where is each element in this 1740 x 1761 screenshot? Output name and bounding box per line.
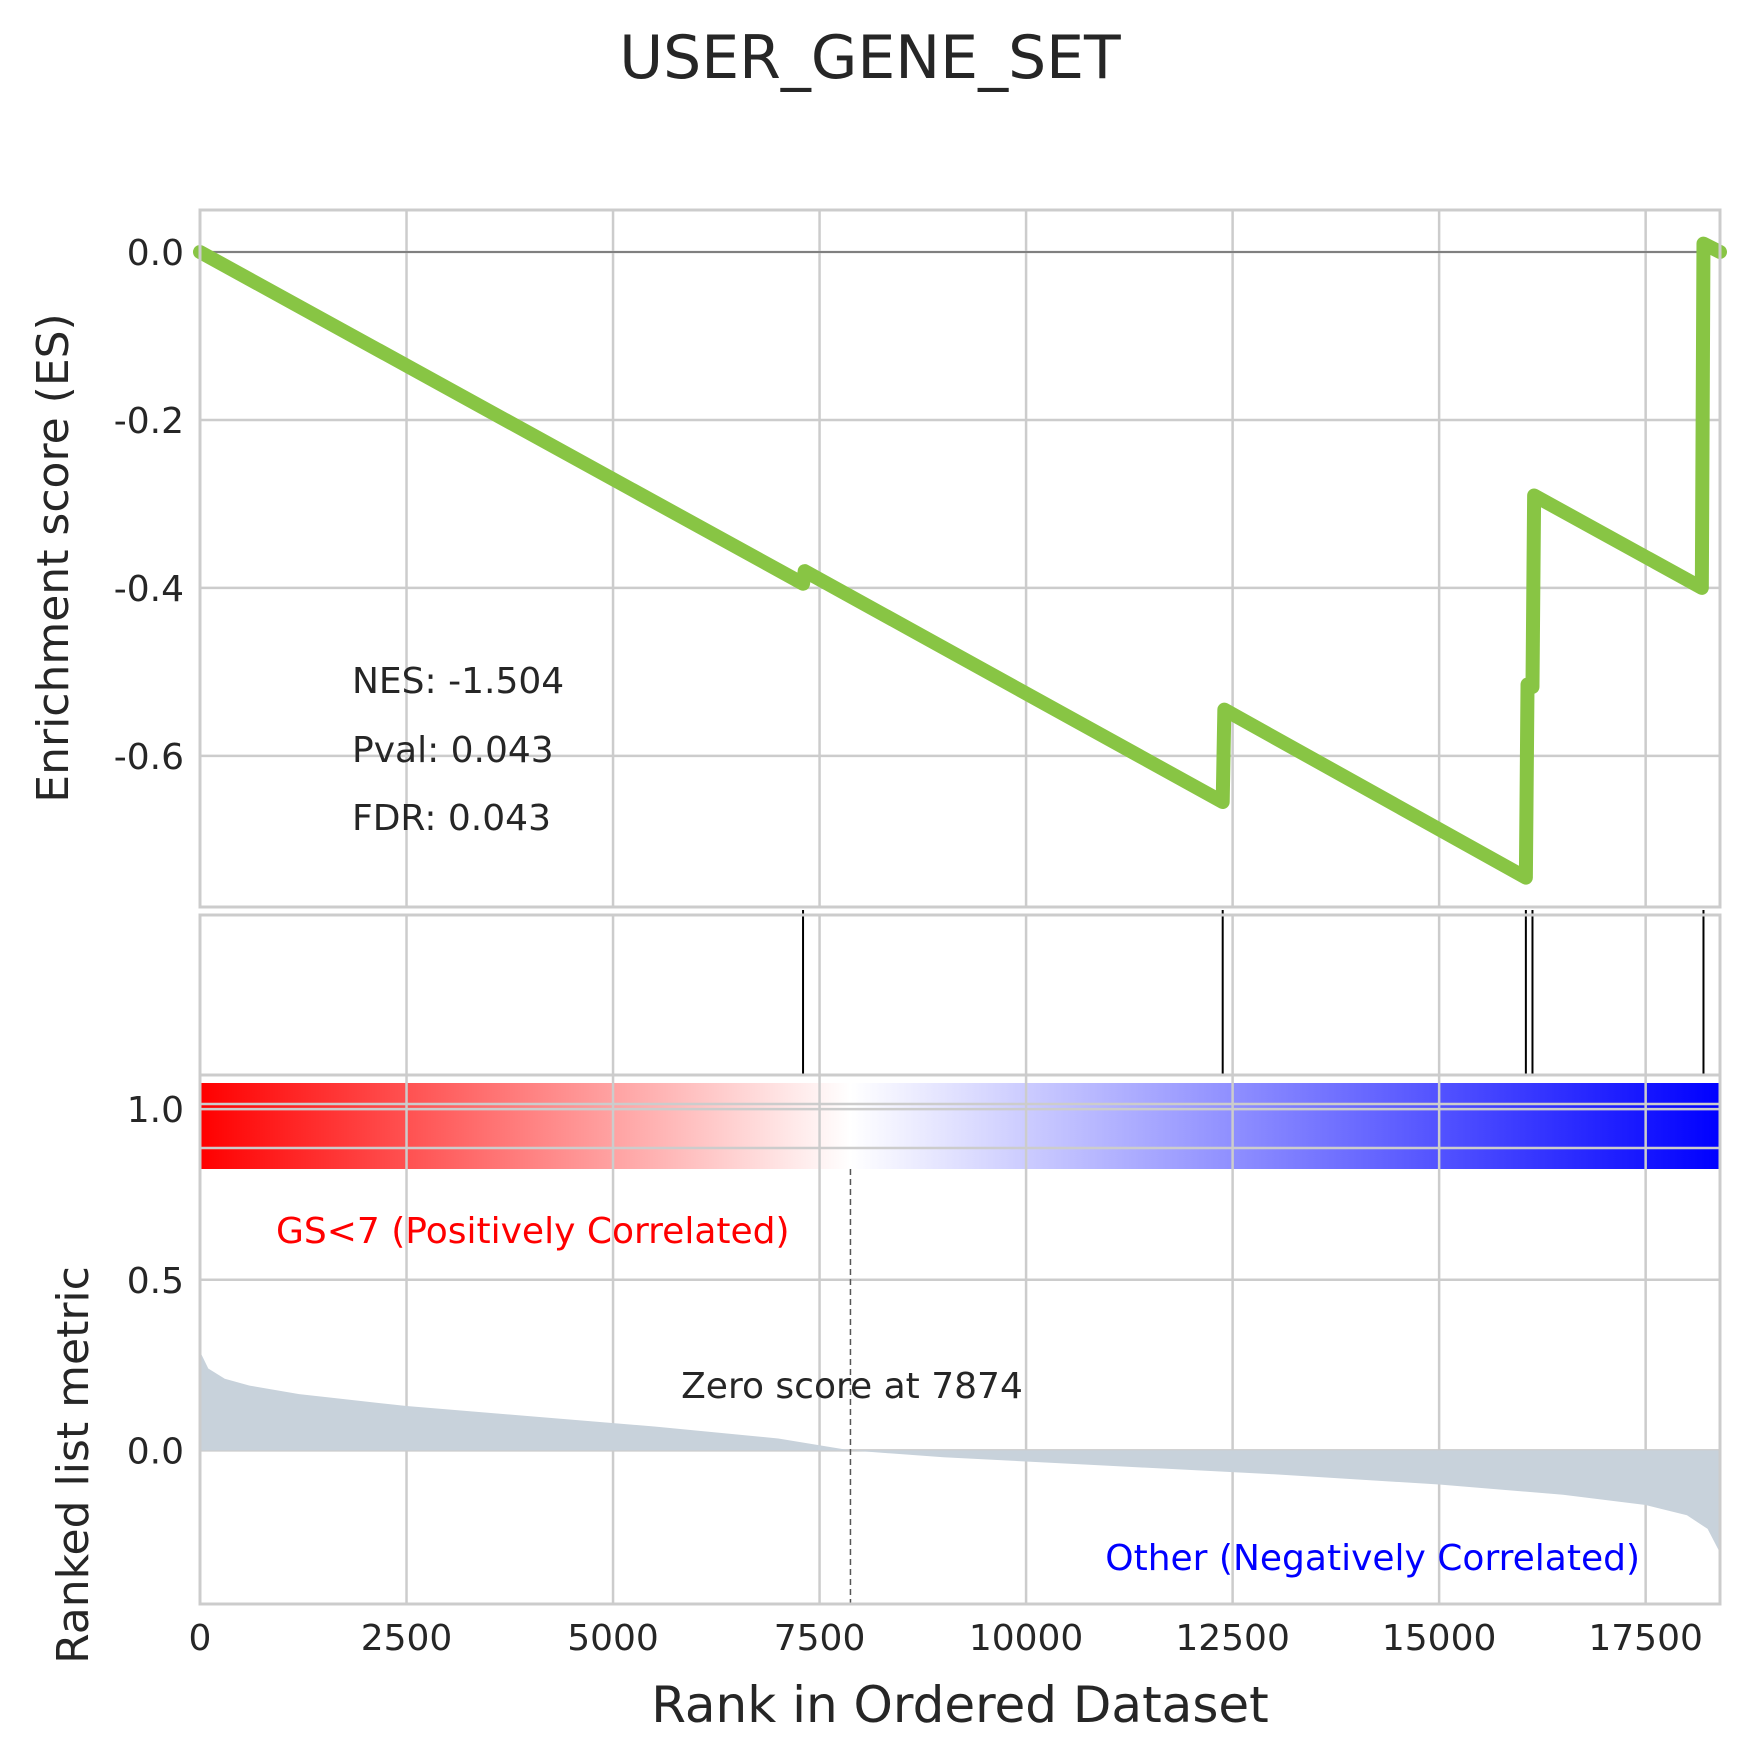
x-tick-label: 2500 [361, 1618, 453, 1659]
x-tick-label: 0 [189, 1618, 212, 1659]
es-y-tick-label: -0.6 [114, 737, 184, 778]
hit-markers [802, 910, 1705, 1075]
rank-y-tick-label: 0.0 [127, 1431, 184, 1472]
es-y-tick-label: -0.4 [114, 569, 184, 610]
x-tick-label: 15000 [1382, 1618, 1497, 1659]
es-y-tick-label: -0.2 [114, 401, 184, 442]
es-y-tick-labels: 0.0 -0.2 -0.4 -0.6 [114, 233, 184, 778]
positive-correlation-label: GS<7 (Positively Correlated) [276, 1211, 790, 1252]
negative-correlation-label: Other (Negatively Correlated) [1105, 1538, 1640, 1579]
es-curve [193, 236, 1727, 885]
chart-title: USER_GENE_SET [619, 23, 1121, 93]
pval-annotation: Pval: 0.043 [352, 730, 554, 771]
es-panel-frame [198, 208, 1722, 909]
rank-colorbar [200, 1083, 1720, 1169]
x-tick-label: 10000 [969, 1618, 1084, 1659]
rank-y-tick-labels: 1.0 0.5 0.0 [127, 1090, 184, 1472]
es-ylabel: Enrichment score (ES) [28, 313, 79, 802]
rank-panel-frame [198, 1073, 1722, 1606]
x-tick-label: 5000 [567, 1618, 659, 1659]
nes-annotation: NES: -1.504 [352, 661, 564, 702]
es-y-tick-label: 0.0 [127, 233, 184, 274]
fdr-annotation: FDR: 0.043 [352, 798, 551, 839]
hits-panel-grid [198, 915, 1647, 1075]
x-tick-label: 17500 [1588, 1618, 1703, 1659]
zero-score-label: Zero score at 7874 [681, 1366, 1023, 1407]
x-tick-labels: 0 2500 5000 7500 10000 12500 15000 17500 [189, 1618, 1703, 1659]
ranked-metric-area [200, 1351, 1720, 1553]
x-axis-label: Rank in Ordered Dataset [651, 1676, 1268, 1734]
x-tick-label: 12500 [1175, 1618, 1290, 1659]
x-tick-label: 7500 [774, 1618, 866, 1659]
hits-panel-frame [198, 913, 1722, 1077]
rank-ylabel: Ranked list metric [48, 1266, 99, 1664]
rank-y-tick-label: 1.0 [127, 1090, 184, 1131]
rank-y-tick-label: 0.5 [127, 1261, 184, 1302]
